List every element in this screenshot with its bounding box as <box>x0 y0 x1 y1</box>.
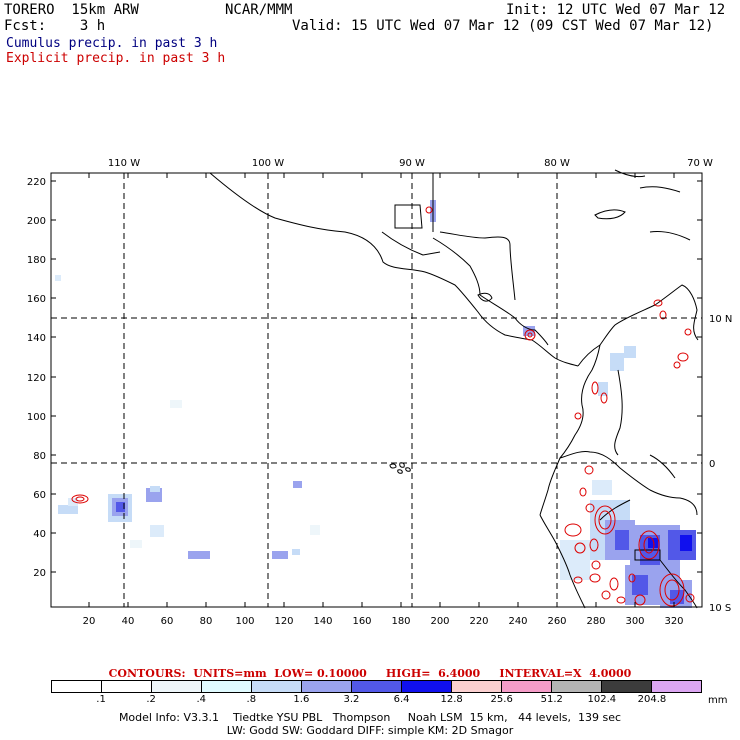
x-tick-label: 180 <box>391 616 410 627</box>
y-tick-label: 140 <box>27 333 46 344</box>
colorbar-cell <box>652 681 701 692</box>
colorbar-cell <box>552 681 602 692</box>
x-tick-label: 200 <box>430 616 449 627</box>
cumulus-precip-label: Cumulus precip. in past 3 h <box>6 36 218 51</box>
y-tick-label: 80 <box>33 451 46 462</box>
colorbar-label: 3.2 <box>343 694 360 705</box>
lat-label: 10 N <box>709 314 732 325</box>
explicit-precip-contours <box>71 206 695 607</box>
x-tick-label: 60 <box>161 616 174 627</box>
lon-label: 90 W <box>399 158 425 169</box>
y-axis-ticks <box>51 180 702 573</box>
y-tick-label: 160 <box>27 294 46 305</box>
colorbar-cell <box>302 681 352 692</box>
colorbar-labels: .1 .2 .4 .8 1.6 3.2 6.4 12.8 25.6 51.2 102.4 204.8 <box>51 694 702 706</box>
x-tick-label: 140 <box>313 616 332 627</box>
x-tick-label: 260 <box>547 616 566 627</box>
colorbar-cell <box>252 681 302 692</box>
y-tick-label: 180 <box>27 255 46 266</box>
y-tick-label: 200 <box>27 216 46 227</box>
colorbar-cell <box>152 681 202 692</box>
x-tick-label: 40 <box>122 616 135 627</box>
x-tick-labels: 20 40 60 80 100 120 140 160 180 200 220 … <box>83 616 684 627</box>
model-info-line2: LW: Godd SW: Goddard DIFF: simple KM: 2D… <box>226 724 514 737</box>
x-tick-label: 220 <box>469 616 488 627</box>
latitude-labels: 10 N 0 10 S <box>709 314 732 614</box>
valid-time: Valid: 15 UTC Wed 07 Mar 12 (09 CST Wed … <box>292 18 714 34</box>
x-tick-label: 100 <box>235 616 254 627</box>
colorbar-label: 204.8 <box>637 694 667 705</box>
x-tick-label: 160 <box>352 616 371 627</box>
colorbar-label: .4 <box>196 694 206 705</box>
forecast-hour: Fcst: 3 h <box>4 18 106 34</box>
explicit-precip-label: Explicit precip. in past 3 h <box>6 51 226 66</box>
colorbar-cell <box>52 681 102 692</box>
colorbar-cell <box>602 681 652 692</box>
y-tick-label: 120 <box>27 373 46 384</box>
longitude-labels: 110 W 100 W 90 W 80 W 70 W <box>108 158 713 169</box>
colorbar-label: .8 <box>246 694 257 705</box>
x-tick-label: 80 <box>200 616 213 627</box>
cumulus-precip-areas <box>55 200 696 608</box>
model-info-line1: Model Info: V3.3.1 Tiedtke YSU PBL Thomp… <box>118 711 622 724</box>
colorbar-cell <box>402 681 452 692</box>
y-tick-label: 100 <box>27 412 46 423</box>
y-tick-labels: 220 200 180 160 140 120 100 80 60 40 20 <box>27 177 46 579</box>
lon-label: 80 W <box>544 158 570 169</box>
x-axis-ticks <box>88 173 675 607</box>
lat-label: 0 <box>709 459 715 470</box>
x-tick-label: 20 <box>83 616 96 627</box>
colorbar-label: 102.4 <box>587 694 617 705</box>
colorbar-cell <box>502 681 552 692</box>
init-time: Init: 12 UTC Wed 07 Mar 12 <box>506 2 726 18</box>
lon-label: 100 W <box>252 158 284 169</box>
x-tick-label: 320 <box>664 616 683 627</box>
lon-label: 110 W <box>108 158 140 169</box>
colorbar-label: .2 <box>146 694 156 705</box>
model-title: TORERO 15km ARW <box>4 2 139 18</box>
y-tick-label: 60 <box>33 490 46 501</box>
colorbar-label: 25.6 <box>490 694 513 705</box>
y-tick-label: 40 <box>33 529 46 540</box>
colorbar-label: 51.2 <box>540 694 563 705</box>
colorbar-label: 6.4 <box>393 694 410 705</box>
colorbar-label: 12.8 <box>440 694 463 705</box>
colorbar-label: 1.6 <box>293 694 310 705</box>
lat-label: 10 S <box>709 603 731 614</box>
colorbar-cell <box>352 681 402 692</box>
colorbar-unit: mm <box>708 695 728 706</box>
colorbar-cell <box>102 681 152 692</box>
graticule <box>51 173 702 607</box>
contours-info: CONTOURS: UNITS=mm LOW= 0.10000 HIGH= 6.… <box>108 667 632 680</box>
x-tick-label: 240 <box>508 616 527 627</box>
colorbar <box>51 680 702 693</box>
colorbar-label: .1 <box>96 694 106 705</box>
y-tick-label: 20 <box>33 568 46 579</box>
colorbar-cell <box>452 681 502 692</box>
x-tick-label: 300 <box>625 616 644 627</box>
map-frame <box>50 172 703 608</box>
colorbar-cell <box>202 681 252 692</box>
x-tick-label: 280 <box>586 616 605 627</box>
y-tick-label: 220 <box>27 177 46 188</box>
x-tick-label: 120 <box>274 616 293 627</box>
center-label: NCAR/MMM <box>225 2 293 18</box>
lon-label: 70 W <box>687 158 713 169</box>
